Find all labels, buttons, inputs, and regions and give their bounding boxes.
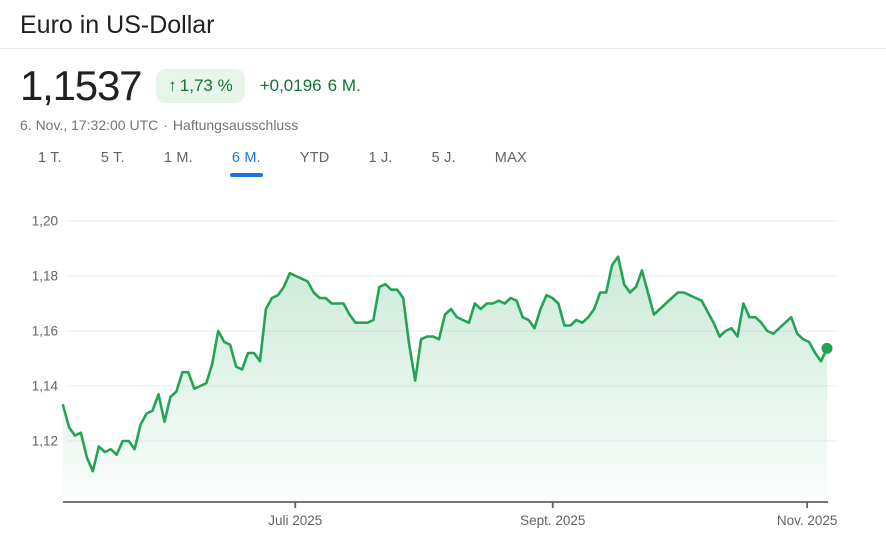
- page-title: Euro in US-Dollar: [20, 11, 215, 39]
- tab-1-m[interactable]: 1 M.: [164, 150, 193, 177]
- percent-change-value: 1,73 %: [179, 76, 233, 95]
- disclaimer-link[interactable]: Haftungsausschluss: [172, 117, 299, 133]
- percent-change-badge: ↑ 1,73 %: [156, 69, 245, 103]
- x-axis-label: Sept. 2025: [520, 513, 585, 528]
- absolute-change-value: +0,0196: [259, 76, 322, 95]
- quote-section: 1,1537 ↑ 1,73 % +0,0196 6 M. 6. Nov., 17…: [0, 49, 886, 134]
- tab-5-j[interactable]: 5 J.: [432, 150, 456, 177]
- price-chart[interactable]: 1,20 1,18 1,16 1,14 1,12 Juli 2025 Sept. 2025 N…: [0, 195, 886, 539]
- tab-5-t[interactable]: 5 T.: [101, 150, 125, 177]
- y-axis-label: 1,16: [32, 324, 58, 339]
- quote-row: 1,1537 ↑ 1,73 % +0,0196 6 M.: [20, 64, 866, 108]
- x-axis-label: Juli 2025: [268, 513, 322, 528]
- absolute-change: +0,0196 6 M.: [260, 76, 361, 96]
- last-price-dot: [821, 342, 833, 354]
- chart-area-fill: [63, 256, 827, 502]
- page-header: Euro in US-Dollar: [0, 0, 886, 48]
- up-arrow-icon: ↑: [168, 76, 177, 95]
- quote-timestamp: 6. Nov., 17:32:00 UTC: [20, 117, 159, 133]
- y-axis-label: 1,12: [32, 434, 58, 449]
- current-price: 1,1537: [20, 62, 142, 109]
- tab-ytd[interactable]: YTD: [300, 150, 330, 177]
- quote-meta-line: 6. Nov., 17:32:00 UTC · Haftungsausschlu…: [20, 117, 866, 133]
- tab-6-m[interactable]: 6 M.: [229, 150, 263, 177]
- meta-separator-dot: ·: [163, 117, 168, 133]
- y-axis-label: 1,18: [32, 269, 58, 284]
- header-divider: [0, 48, 886, 49]
- x-axis-label: Nov. 2025: [777, 513, 838, 528]
- y-axis-label: 1,20: [32, 214, 58, 229]
- time-range-tabs: 1 T. 5 T. 1 M. 6 M. YTD 1 J. 5 J. MAX: [0, 133, 886, 177]
- tab-1-j[interactable]: 1 J.: [368, 150, 392, 177]
- y-axis-label: 1,14: [32, 379, 59, 394]
- change-period-label: 6 M.: [327, 76, 361, 95]
- price-chart-svg[interactable]: 1,20 1,18 1,16 1,14 1,12 Juli 2025 Sept. 2025 N…: [0, 195, 886, 539]
- tab-1-t[interactable]: 1 T.: [38, 150, 62, 177]
- chart-line: [61, 255, 829, 473]
- tab-max[interactable]: MAX: [495, 150, 527, 177]
